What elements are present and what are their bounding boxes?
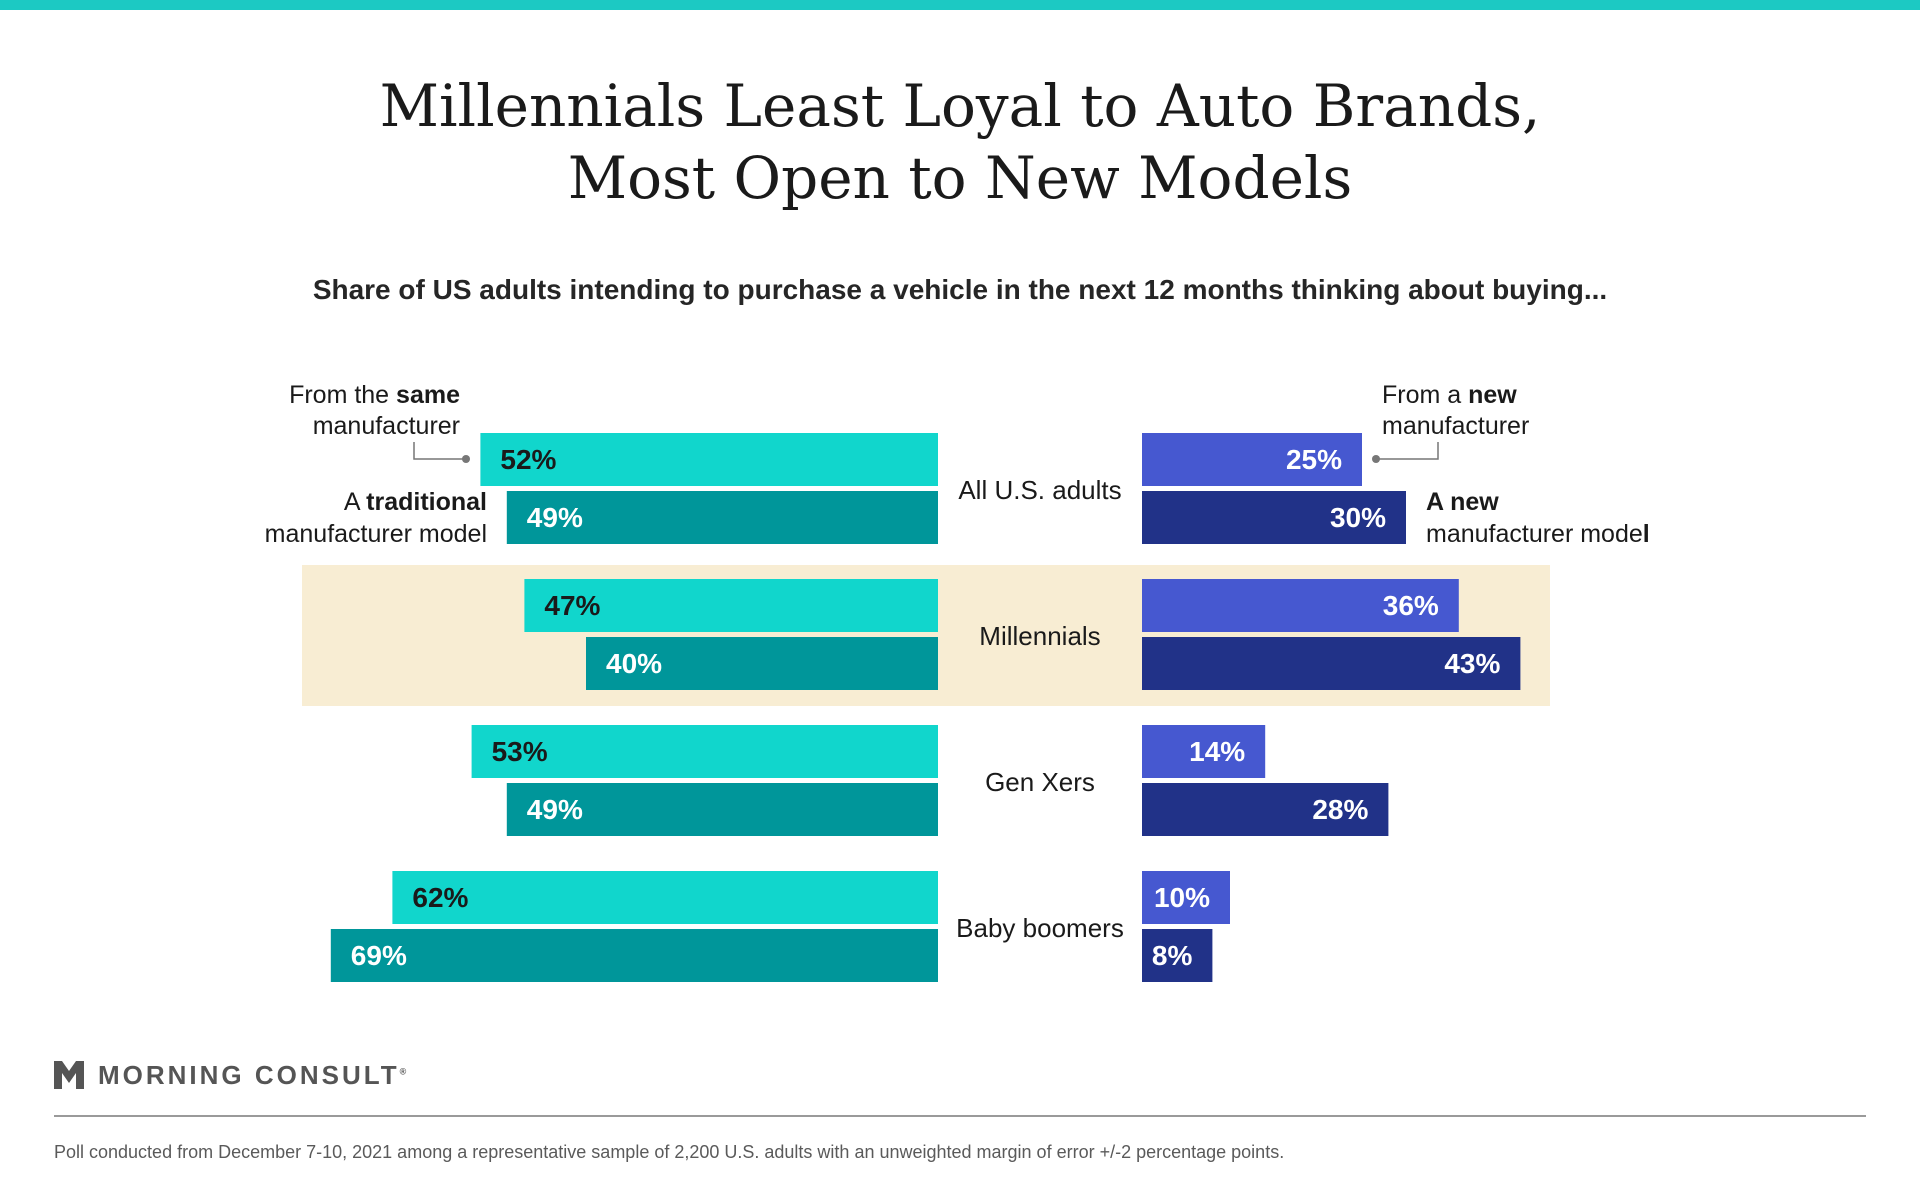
data-label-a-new-manufacturer-model-millennials: 43% <box>1444 648 1500 679</box>
legend-traditional-model-line-2: manufacturer model <box>265 520 487 548</box>
data-label-a-traditional-manufacturer-model-baby-boomers: 69% <box>351 940 407 971</box>
bar-a-new-manufacturer-model-millennials <box>1142 637 1521 690</box>
legend-traditional-model-line-1: A traditional <box>344 488 487 516</box>
bar-from-a-new-manufacturer-all-u-s-adults <box>1142 433 1362 486</box>
bar-from-a-new-manufacturer-millennials <box>1142 579 1459 632</box>
category-label-all-u-s-adults: All U.S. adults <box>958 475 1121 505</box>
data-label-from-a-new-manufacturer-baby-boomers: 10% <box>1154 882 1210 913</box>
legend-new-manufacturer-line-1: From a new <box>1382 381 1517 409</box>
data-label-from-the-same-manufacturer-millennials: 47% <box>544 590 600 621</box>
bar-a-new-manufacturer-model-baby-boomers <box>1142 929 1213 982</box>
legend-new-connector <box>1378 442 1439 460</box>
chart-title: Millennials Least Loyal to Auto Brands, … <box>0 70 1920 214</box>
chart-subtitle: Share of US adults intending to purchase… <box>312 274 1608 305</box>
top-accent-rule <box>0 0 1920 10</box>
bar-a-traditional-manufacturer-model-millennials <box>586 637 938 690</box>
data-label-from-a-new-manufacturer-all-u-s-adults: 25% <box>1286 444 1342 475</box>
bar-a-traditional-manufacturer-model-baby-boomers <box>330 929 938 982</box>
bar-from-a-new-manufacturer-baby-boomers <box>1142 871 1230 924</box>
data-label-a-new-manufacturer-model-gen-xers: 28% <box>1312 794 1368 825</box>
bar-from-the-same-manufacturer-baby-boomers <box>392 871 938 924</box>
chart-title-line-2: Most Open to New Models <box>567 144 1353 212</box>
labels-layer: All U.S. adults Millennials Gen Xers Baby b… <box>351 444 1501 971</box>
legend-new-model-line-2: manufacturer model <box>1426 520 1650 548</box>
data-label-from-a-new-manufacturer-millennials: 36% <box>1383 590 1439 621</box>
data-label-a-traditional-manufacturer-model-all-u-s-adults: 49% <box>527 502 583 533</box>
category-label-millennials: Millennials <box>979 621 1100 651</box>
category-label-gen-xers: Gen Xers <box>985 767 1095 797</box>
bar-from-the-same-manufacturer-gen-xers <box>471 725 938 778</box>
legend-new-manufacturer-line-2: manufacturer <box>1382 412 1529 440</box>
data-label-from-the-same-manufacturer-gen-xers: 53% <box>492 736 548 767</box>
data-label-a-new-manufacturer-model-baby-boomers: 8% <box>1152 940 1193 971</box>
data-label-from-the-same-manufacturer-all-u-s-adults: 52% <box>500 444 556 475</box>
bars-layer <box>330 433 1521 982</box>
data-label-from-a-new-manufacturer-gen-xers: 14% <box>1189 736 1245 767</box>
legend-same-connector-dot <box>462 455 470 463</box>
bar-from-a-new-manufacturer-gen-xers <box>1142 725 1266 778</box>
legend-new-connector-dot <box>1372 455 1380 463</box>
data-label-from-the-same-manufacturer-baby-boomers: 62% <box>412 882 468 913</box>
legend-new-model-line-1: A new <box>1426 488 1499 516</box>
bar-from-the-same-manufacturer-millennials <box>524 579 938 632</box>
morning-consult-logo: MORNING CONSULT® <box>54 1058 406 1092</box>
data-label-a-traditional-manufacturer-model-millennials: 40% <box>606 648 662 679</box>
category-label-baby-boomers: Baby boomers <box>956 913 1124 943</box>
footnote: Poll conducted from December 7-10, 2021 … <box>54 1142 1285 1162</box>
logo-text: MORNING CONSULT <box>98 1059 400 1090</box>
data-label-a-new-manufacturer-model-all-u-s-adults: 30% <box>1330 502 1386 533</box>
bar-a-traditional-manufacturer-model-all-u-s-adults <box>506 491 938 544</box>
bar-from-the-same-manufacturer-all-u-s-adults <box>480 433 938 486</box>
legend-same-connector <box>413 442 465 460</box>
bar-a-new-manufacturer-model-gen-xers <box>1142 783 1389 836</box>
legend-same-manufacturer-line-1: From the same <box>289 381 460 409</box>
logo-chevron-icon <box>54 1061 84 1089</box>
data-label-a-traditional-manufacturer-model-gen-xers: 49% <box>527 794 583 825</box>
bar-a-new-manufacturer-model-all-u-s-adults <box>1142 491 1406 544</box>
logo-registered-mark: ® <box>399 1065 407 1076</box>
bar-a-traditional-manufacturer-model-gen-xers <box>506 783 938 836</box>
footer-rule <box>54 1115 1866 1117</box>
chart-title-line-1: Millennials Least Loyal to Auto Brands, <box>379 72 1541 140</box>
legend-same-manufacturer-line-2: manufacturer <box>313 412 460 440</box>
